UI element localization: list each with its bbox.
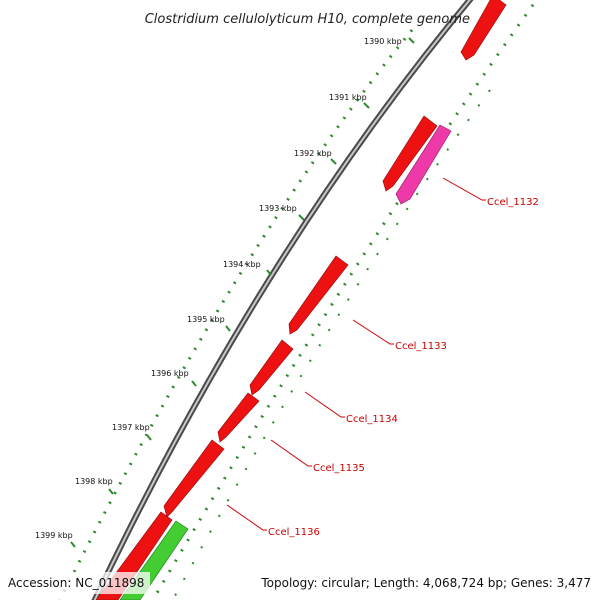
inner-track-1 (148, 0, 539, 605)
gene-label-group[interactable]: Ccel_1133 (352, 319, 447, 352)
kbp-label: 1394 kbp (223, 260, 261, 269)
gene-arrow[interactable] (288, 255, 349, 335)
gene-arrow[interactable] (163, 439, 225, 518)
gene-label[interactable]: Ccel_1133 (395, 341, 447, 352)
kbp-tick: 1394 kbp (223, 260, 272, 276)
kbp-tick: 1399 kbp (35, 531, 76, 548)
gene-arrow[interactable] (217, 392, 260, 443)
gene-arrow[interactable] (249, 339, 294, 396)
kbp-tick: 1397 kbp (112, 423, 152, 441)
kbp-label: 1393 kbp (259, 204, 297, 213)
genome-backbone (89, 0, 474, 605)
genome-stats-text: Topology: circular; Length: 4,068,724 bp… (260, 576, 591, 590)
kbp-tick: 1391 kbp (329, 93, 370, 109)
gene-label[interactable]: Ccel_1132 (487, 197, 539, 208)
accession-text: Accession: NC_011898 (8, 576, 144, 590)
kbp-tick: 1390 kbp (364, 37, 415, 46)
kbp-tick: 1395 kbp (187, 315, 231, 332)
gene-label-group[interactable]: Ccel_1132 (442, 177, 539, 208)
kbp-label: 1397 kbp (112, 423, 150, 432)
kbp-tick: 1393 kbp (259, 204, 305, 221)
accession-background (2, 572, 150, 594)
gene-arrow[interactable] (382, 115, 438, 192)
genome-backbone-highlight (91, 0, 472, 605)
kbp-tick: 1392 kbp (294, 149, 337, 165)
gene-arrow[interactable] (460, 0, 507, 61)
kbp-label: 1398 kbp (75, 477, 113, 486)
gene-label-group[interactable]: Ccel_1135 (270, 439, 365, 474)
kbp-label: 1390 kbp (364, 37, 402, 46)
gene-label[interactable]: Ccel_1134 (346, 414, 398, 425)
kbp-tick: 1398 kbp (75, 477, 114, 495)
scale-track (58, 29, 414, 601)
map-title: Clostridium cellulolyticum H10, complete… (145, 12, 470, 27)
gene-label[interactable]: Ccel_1136 (268, 527, 320, 538)
gene-arrow[interactable] (395, 124, 452, 205)
kbp-label: 1391 kbp (329, 93, 367, 102)
gene-label-group[interactable]: Ccel_1134 (304, 391, 398, 425)
gene-label[interactable]: Ccel_1135 (313, 463, 365, 474)
kbp-label: 1399 kbp (35, 531, 73, 540)
kbp-label: 1392 kbp (294, 149, 332, 158)
kbp-label: 1395 kbp (187, 315, 225, 324)
kbp-label: 1396 kbp (151, 369, 189, 378)
kbp-tick: 1396 kbp (151, 369, 197, 387)
gene-label-group[interactable]: Ccel_1136 (226, 504, 320, 538)
